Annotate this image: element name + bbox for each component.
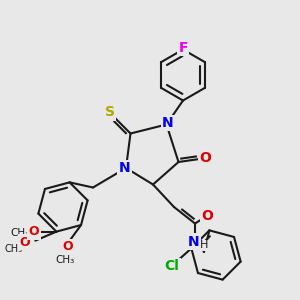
Text: N: N: [162, 116, 174, 130]
Text: N: N: [188, 235, 199, 248]
Text: O: O: [62, 240, 73, 253]
Text: O: O: [28, 225, 39, 238]
Text: CH₃: CH₃: [11, 228, 30, 238]
Text: Cl: Cl: [164, 260, 179, 273]
Text: O: O: [201, 209, 213, 223]
Text: CH₃: CH₃: [5, 244, 23, 254]
Text: O: O: [20, 236, 30, 249]
Text: O: O: [200, 151, 211, 164]
Text: S: S: [104, 106, 115, 119]
Text: N: N: [119, 161, 130, 175]
Text: CH₃: CH₃: [55, 255, 74, 266]
Text: H: H: [200, 240, 208, 250]
Text: F: F: [178, 41, 188, 55]
